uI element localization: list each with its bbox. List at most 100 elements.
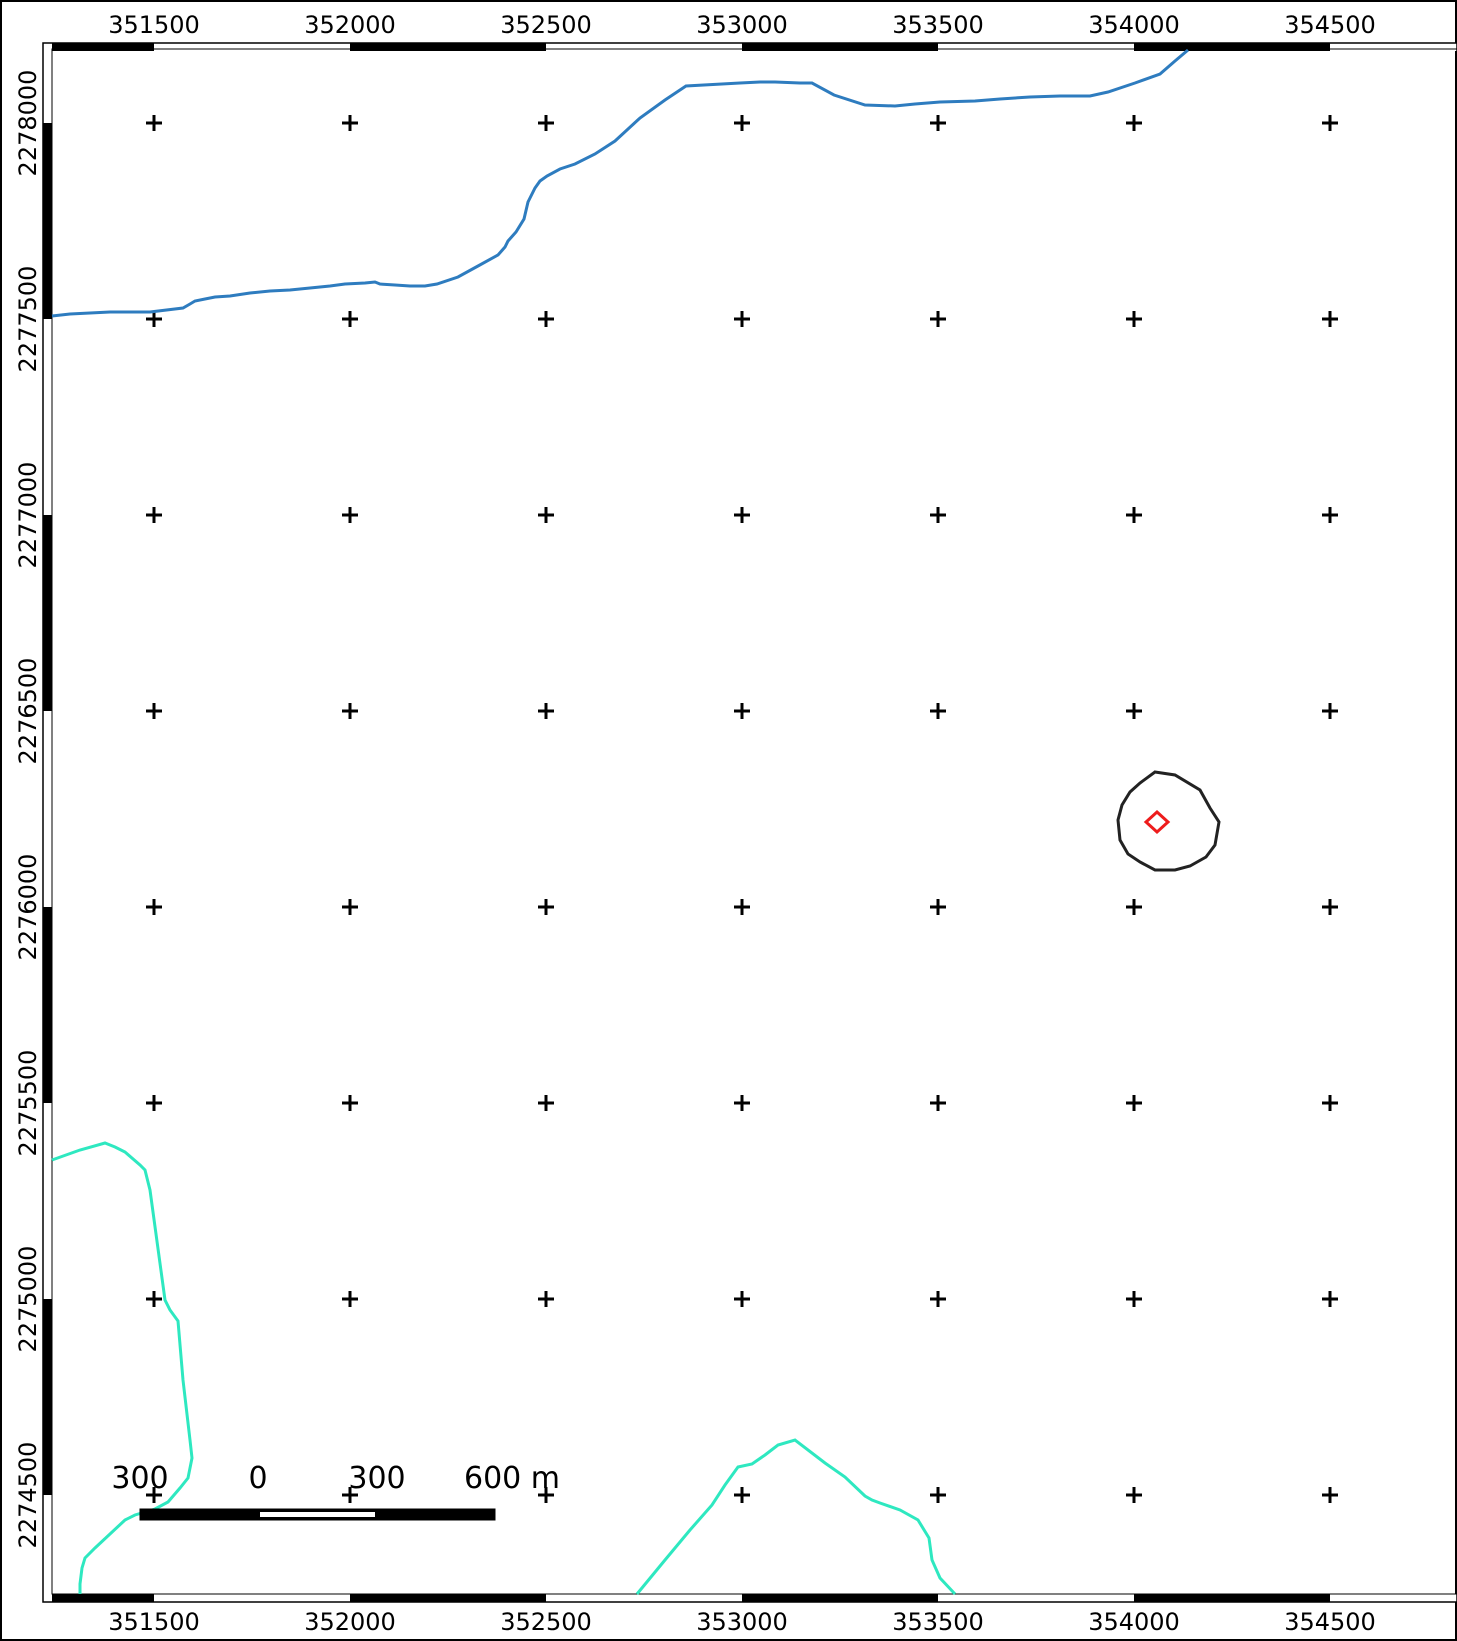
frame-band-left-segment (43, 907, 52, 1103)
feature-circle (1116, 770, 1221, 872)
frame-band-top-segment (44, 43, 154, 51)
plus-icon (538, 1095, 554, 1111)
plus-icon (1322, 899, 1338, 915)
plus-icon (538, 115, 554, 131)
plus-icon (734, 507, 750, 523)
frame-band-left-segment (43, 43, 52, 123)
plus-icon (734, 1487, 750, 1503)
plus-icon (146, 1487, 162, 1503)
y-tick-label: 2276000 (14, 854, 42, 961)
plus-icon (146, 507, 162, 523)
frame-band-top-segment (742, 43, 938, 51)
x-tick-label-top: 354000 (1088, 11, 1180, 39)
plus-icon (930, 1487, 946, 1503)
plus-icon (1126, 1487, 1142, 1503)
contour-line-bottom (635, 1438, 957, 1596)
x-axis-bottom-labels: 351500 352000 352500 353000 353500 354000 3545… (108, 1608, 1376, 1636)
y-tick-label: 2277000 (14, 462, 42, 569)
frame-band-bottom-segment (546, 1594, 742, 1602)
frame-band-left-segment (43, 319, 52, 515)
x-tick-label-top: 353500 (892, 11, 984, 39)
x-tick-label-top: 351500 (108, 11, 200, 39)
plus-icon (538, 703, 554, 719)
plus-icon (1322, 311, 1338, 327)
x-tick-label-top: 353000 (696, 11, 788, 39)
plus-icon (1322, 115, 1338, 131)
plus-icon (930, 311, 946, 327)
plus-icon (1126, 1291, 1142, 1307)
frame-band-bottom-segment (938, 1594, 1134, 1602)
frame-band-bottom-segment (1330, 1594, 1457, 1602)
plus-icon (146, 1291, 162, 1307)
scale-label-300: 300 (348, 1461, 405, 1496)
y-tick-label: 2278000 (14, 70, 42, 177)
plus-icon (146, 1095, 162, 1111)
y-tick-label: 2274500 (14, 1442, 42, 1549)
scale-bar-white-segment (260, 1512, 375, 1517)
plus-icon (538, 899, 554, 915)
plus-icon (538, 1291, 554, 1307)
plus-icon (1126, 899, 1142, 915)
plus-icon (734, 115, 750, 131)
frame-band-bottom-segment (154, 1594, 350, 1602)
frame-band-left-segment (43, 711, 52, 907)
x-tick-label-top: 352500 (500, 11, 592, 39)
frame-band-bottom-segment (1134, 1594, 1330, 1602)
plus-icon (342, 899, 358, 915)
plus-icon (146, 311, 162, 327)
plus-icon (1126, 507, 1142, 523)
plus-icon (1322, 1487, 1338, 1503)
plus-icon (146, 899, 162, 915)
x-tick-label-bottom: 353500 (892, 1608, 984, 1636)
frame-band-top-segment (154, 43, 350, 51)
y-tick-label: 2275000 (14, 1246, 42, 1353)
map-area-outline (51, 48, 1457, 1595)
plus-icon (1322, 703, 1338, 719)
frame-band-bottom-segment (44, 1594, 154, 1602)
plus-icon (146, 703, 162, 719)
plus-icon (930, 1291, 946, 1307)
frame-band-left-segment (43, 1103, 52, 1299)
x-tick-label-bottom: 353000 (696, 1608, 788, 1636)
scale-label-zero: 0 (248, 1461, 267, 1496)
plus-icon (930, 899, 946, 915)
x-tick-label-bottom: 352500 (500, 1608, 592, 1636)
plus-icon (930, 1095, 946, 1111)
plus-icon (538, 1487, 554, 1503)
plus-icon (1126, 1095, 1142, 1111)
plus-icon (342, 1291, 358, 1307)
plus-icon (930, 703, 946, 719)
y-tick-label: 2277500 (14, 266, 42, 373)
diamond-icon[interactable] (1143, 809, 1171, 835)
contour-line-left (51, 1141, 194, 1594)
plus-icon (342, 703, 358, 719)
frame-band-top-segment (546, 43, 742, 51)
grid-markers (146, 115, 1338, 1503)
plus-icon (342, 1095, 358, 1111)
plus-icon (734, 899, 750, 915)
y-axis-labels: 2278000 2277500 2277000 2276500 2276000 22755… (14, 70, 42, 1549)
plus-icon (734, 1095, 750, 1111)
y-tick-label: 2275500 (14, 1050, 42, 1157)
frame-band-top-segment (1330, 43, 1457, 51)
scale-bar: 300 0 300 600 m (111, 1461, 560, 1521)
scale-label-left: 300 (111, 1461, 168, 1496)
x-tick-label-top: 352000 (304, 11, 396, 39)
x-tick-label-bottom: 351500 (108, 1608, 200, 1636)
plus-icon (342, 507, 358, 523)
plus-icon (930, 507, 946, 523)
plus-icon (1322, 1291, 1338, 1307)
plus-icon (538, 507, 554, 523)
plus-icon (1126, 311, 1142, 327)
plus-icon (930, 115, 946, 131)
plus-icon (146, 115, 162, 131)
frame-band-left-segment (43, 123, 52, 319)
map-frame (42, 42, 1457, 1603)
plus-icon (1322, 507, 1338, 523)
scale-label-600: 600 m (464, 1461, 560, 1496)
x-tick-label-bottom: 352000 (304, 1608, 396, 1636)
river-line (51, 48, 1189, 318)
